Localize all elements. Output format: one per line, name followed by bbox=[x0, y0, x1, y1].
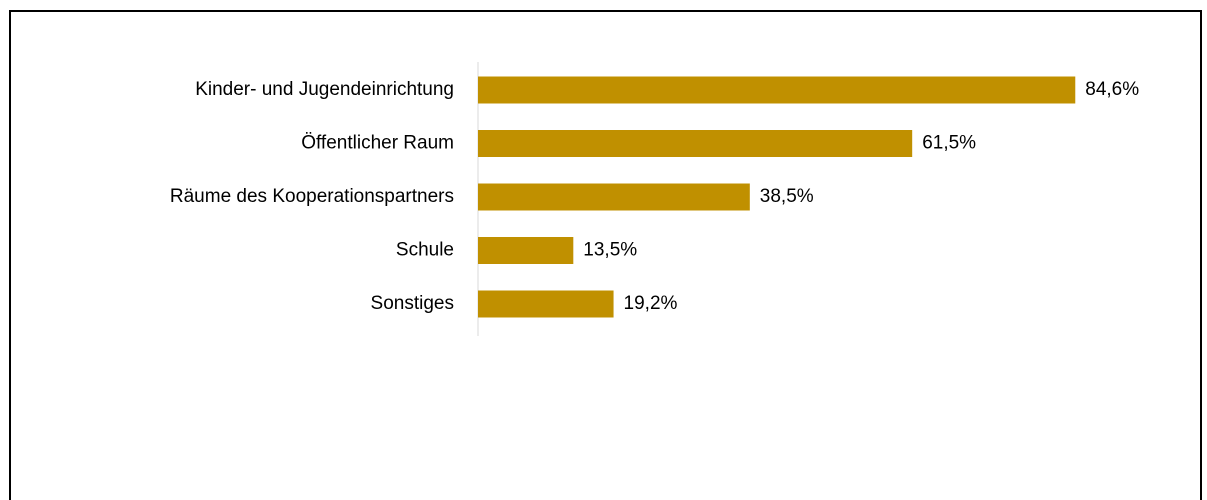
category-label-sonstiges: Sonstiges bbox=[371, 293, 454, 314]
bar-raeume-des-kooperationspartners bbox=[478, 183, 750, 211]
bar-schule bbox=[478, 237, 574, 264]
value-label-oeffentlicher-raum: 61,5% bbox=[922, 133, 976, 154]
category-label-schule: Schule bbox=[396, 240, 454, 261]
bars-group: Kinder- und Jugendeinrichtung 84,6% Öffent… bbox=[170, 76, 1139, 318]
value-label-schule: 13,5% bbox=[583, 240, 637, 261]
category-label-raeume-des-kooperationspartners: Räume des Kooperationspartners bbox=[170, 186, 454, 207]
bar-kinder-und-jugendeinrichtung bbox=[478, 76, 1076, 104]
category-label-oeffentlicher-raum: Öffentlicher Raum bbox=[301, 133, 454, 154]
value-label-kinder-und-jugendeinrichtung: 84,6% bbox=[1085, 79, 1139, 100]
bar-sonstiges bbox=[478, 290, 614, 318]
bar-oeffentlicher-raum bbox=[478, 130, 913, 157]
value-label-raeume-des-kooperationspartners: 38,5% bbox=[760, 186, 814, 207]
category-label-kinder-und-jugendeinrichtung: Kinder- und Jugendeinrichtung bbox=[195, 79, 454, 100]
value-label-sonstiges: 19,2% bbox=[624, 293, 678, 314]
